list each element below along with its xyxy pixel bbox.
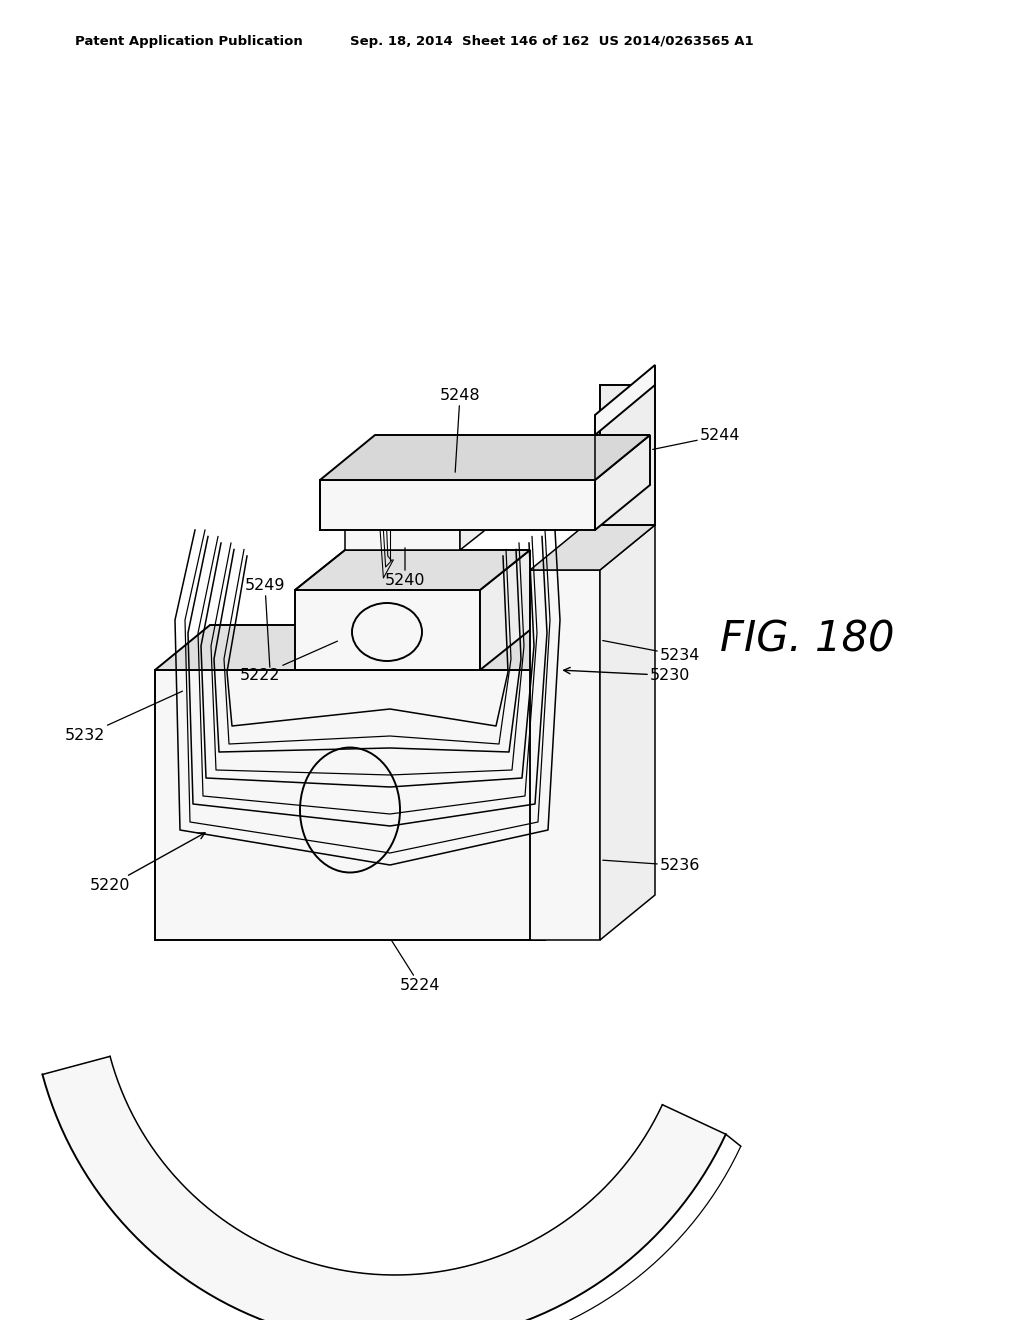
Text: 5236: 5236 (603, 858, 700, 873)
Text: Patent Application Publication: Patent Application Publication (75, 36, 303, 48)
Polygon shape (319, 480, 595, 531)
Text: 5240: 5240 (385, 548, 425, 587)
Polygon shape (480, 550, 530, 671)
Text: 5248: 5248 (439, 388, 480, 473)
Polygon shape (42, 1056, 726, 1320)
Polygon shape (600, 525, 655, 940)
Text: 5244: 5244 (652, 428, 740, 449)
Text: 5234: 5234 (603, 640, 700, 663)
Text: 5220: 5220 (90, 833, 205, 894)
Text: Sep. 18, 2014  Sheet 146 of 162  US 2014/0263565 A1: Sep. 18, 2014 Sheet 146 of 162 US 2014/0… (350, 36, 754, 48)
Polygon shape (545, 624, 600, 940)
Text: 5222: 5222 (240, 642, 338, 682)
Polygon shape (295, 550, 530, 590)
Polygon shape (345, 520, 460, 550)
Polygon shape (155, 624, 600, 671)
Text: 5232: 5232 (65, 692, 182, 743)
Text: 5249: 5249 (245, 578, 286, 667)
Polygon shape (345, 482, 508, 520)
Polygon shape (460, 482, 508, 550)
Polygon shape (530, 570, 600, 940)
Polygon shape (595, 366, 655, 436)
Text: FIG. 180: FIG. 180 (720, 619, 895, 661)
Polygon shape (600, 385, 655, 525)
Polygon shape (595, 436, 650, 531)
Polygon shape (295, 590, 480, 671)
Text: 5224: 5224 (391, 940, 440, 993)
Polygon shape (530, 525, 655, 570)
Polygon shape (155, 671, 545, 940)
Polygon shape (319, 436, 650, 480)
Text: 5230: 5230 (564, 668, 690, 682)
